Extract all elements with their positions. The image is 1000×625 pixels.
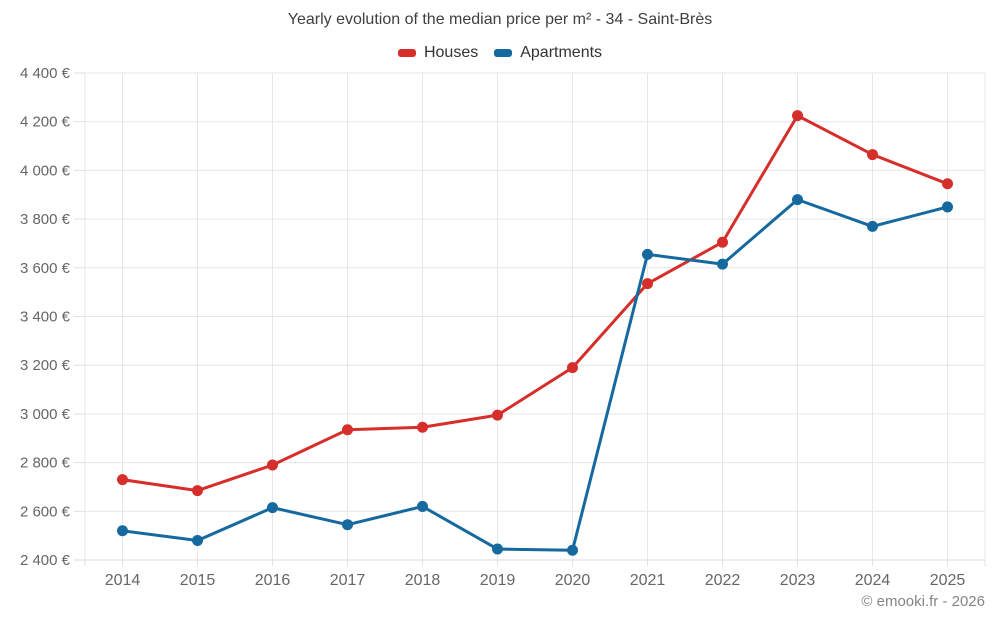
point-apartments-2019[interactable] (492, 543, 503, 555)
point-apartments-2018[interactable] (417, 500, 428, 512)
point-apartments-2017[interactable] (342, 519, 353, 531)
point-houses-2021[interactable] (642, 278, 653, 290)
legend-swatch-houses (397, 49, 416, 57)
y-tick-label: 3 400 € (20, 309, 71, 326)
x-tick-label: 2021 (630, 572, 666, 589)
series-line-houses (121, 114, 949, 493)
legend: Houses Apartments (0, 44, 1000, 62)
legend-swatch-apartments (494, 49, 513, 57)
y-tick-label: 2 800 € (20, 455, 71, 472)
legend-item-apartments[interactable]: Apartments (494, 44, 602, 62)
x-tick-label: 2016 (255, 572, 291, 589)
y-tick-label: 4 200 € (20, 114, 71, 131)
chart-title: Yearly evolution of the median price per… (287, 11, 713, 28)
point-houses-2016[interactable] (267, 459, 278, 471)
point-houses-2022[interactable] (717, 236, 728, 248)
y-tick-label: 2 600 € (20, 503, 71, 520)
x-tick-label: 2014 (105, 572, 141, 589)
point-houses-2015[interactable] (192, 485, 203, 497)
x-tick-label: 2019 (480, 572, 516, 589)
point-houses-2024[interactable] (867, 149, 878, 161)
y-tick-label: 2 400 € (20, 552, 71, 569)
y-tick-label: 4 400 € (20, 65, 71, 82)
point-houses-2020[interactable] (567, 362, 578, 374)
legend-item-houses[interactable]: Houses (397, 44, 479, 62)
x-tick-label: 2023 (780, 572, 816, 589)
legend-label: Houses (423, 44, 479, 61)
x-tick-label: 2015 (180, 572, 216, 589)
x-tick-label: 2025 (930, 572, 966, 589)
point-apartments-2022[interactable] (717, 258, 728, 270)
series-line-apartments (121, 198, 949, 552)
y-tick-label: 3 200 € (20, 357, 71, 374)
x-tick-label: 2024 (855, 572, 891, 589)
legend-label: Apartments (520, 44, 603, 61)
point-houses-2019[interactable] (492, 409, 503, 421)
point-houses-2023[interactable] (792, 110, 803, 122)
point-houses-2017[interactable] (342, 424, 353, 436)
x-tick-label: 2020 (555, 572, 591, 589)
footer-credit: © emooki.fr - 2026 (861, 593, 985, 610)
point-houses-2018[interactable] (417, 421, 428, 433)
point-apartments-2014[interactable] (117, 525, 128, 537)
point-apartments-2021[interactable] (642, 248, 653, 260)
point-apartments-2025[interactable] (942, 201, 953, 213)
x-tick-label: 2018 (405, 572, 441, 589)
y-tick-label: 3 800 € (20, 211, 71, 228)
point-houses-2014[interactable] (117, 474, 128, 486)
point-apartments-2023[interactable] (792, 194, 803, 206)
y-tick-label: 3 600 € (20, 260, 71, 277)
x-tick-label: 2017 (330, 572, 366, 589)
point-apartments-2024[interactable] (867, 220, 878, 232)
point-apartments-2016[interactable] (267, 502, 278, 514)
point-apartments-2015[interactable] (192, 535, 203, 547)
y-tick-label: 3 000 € (20, 406, 71, 423)
point-apartments-2020[interactable] (567, 544, 578, 556)
x-tick-label: 2022 (705, 572, 741, 589)
point-houses-2025[interactable] (942, 178, 953, 190)
y-tick-label: 4 000 € (20, 162, 71, 179)
